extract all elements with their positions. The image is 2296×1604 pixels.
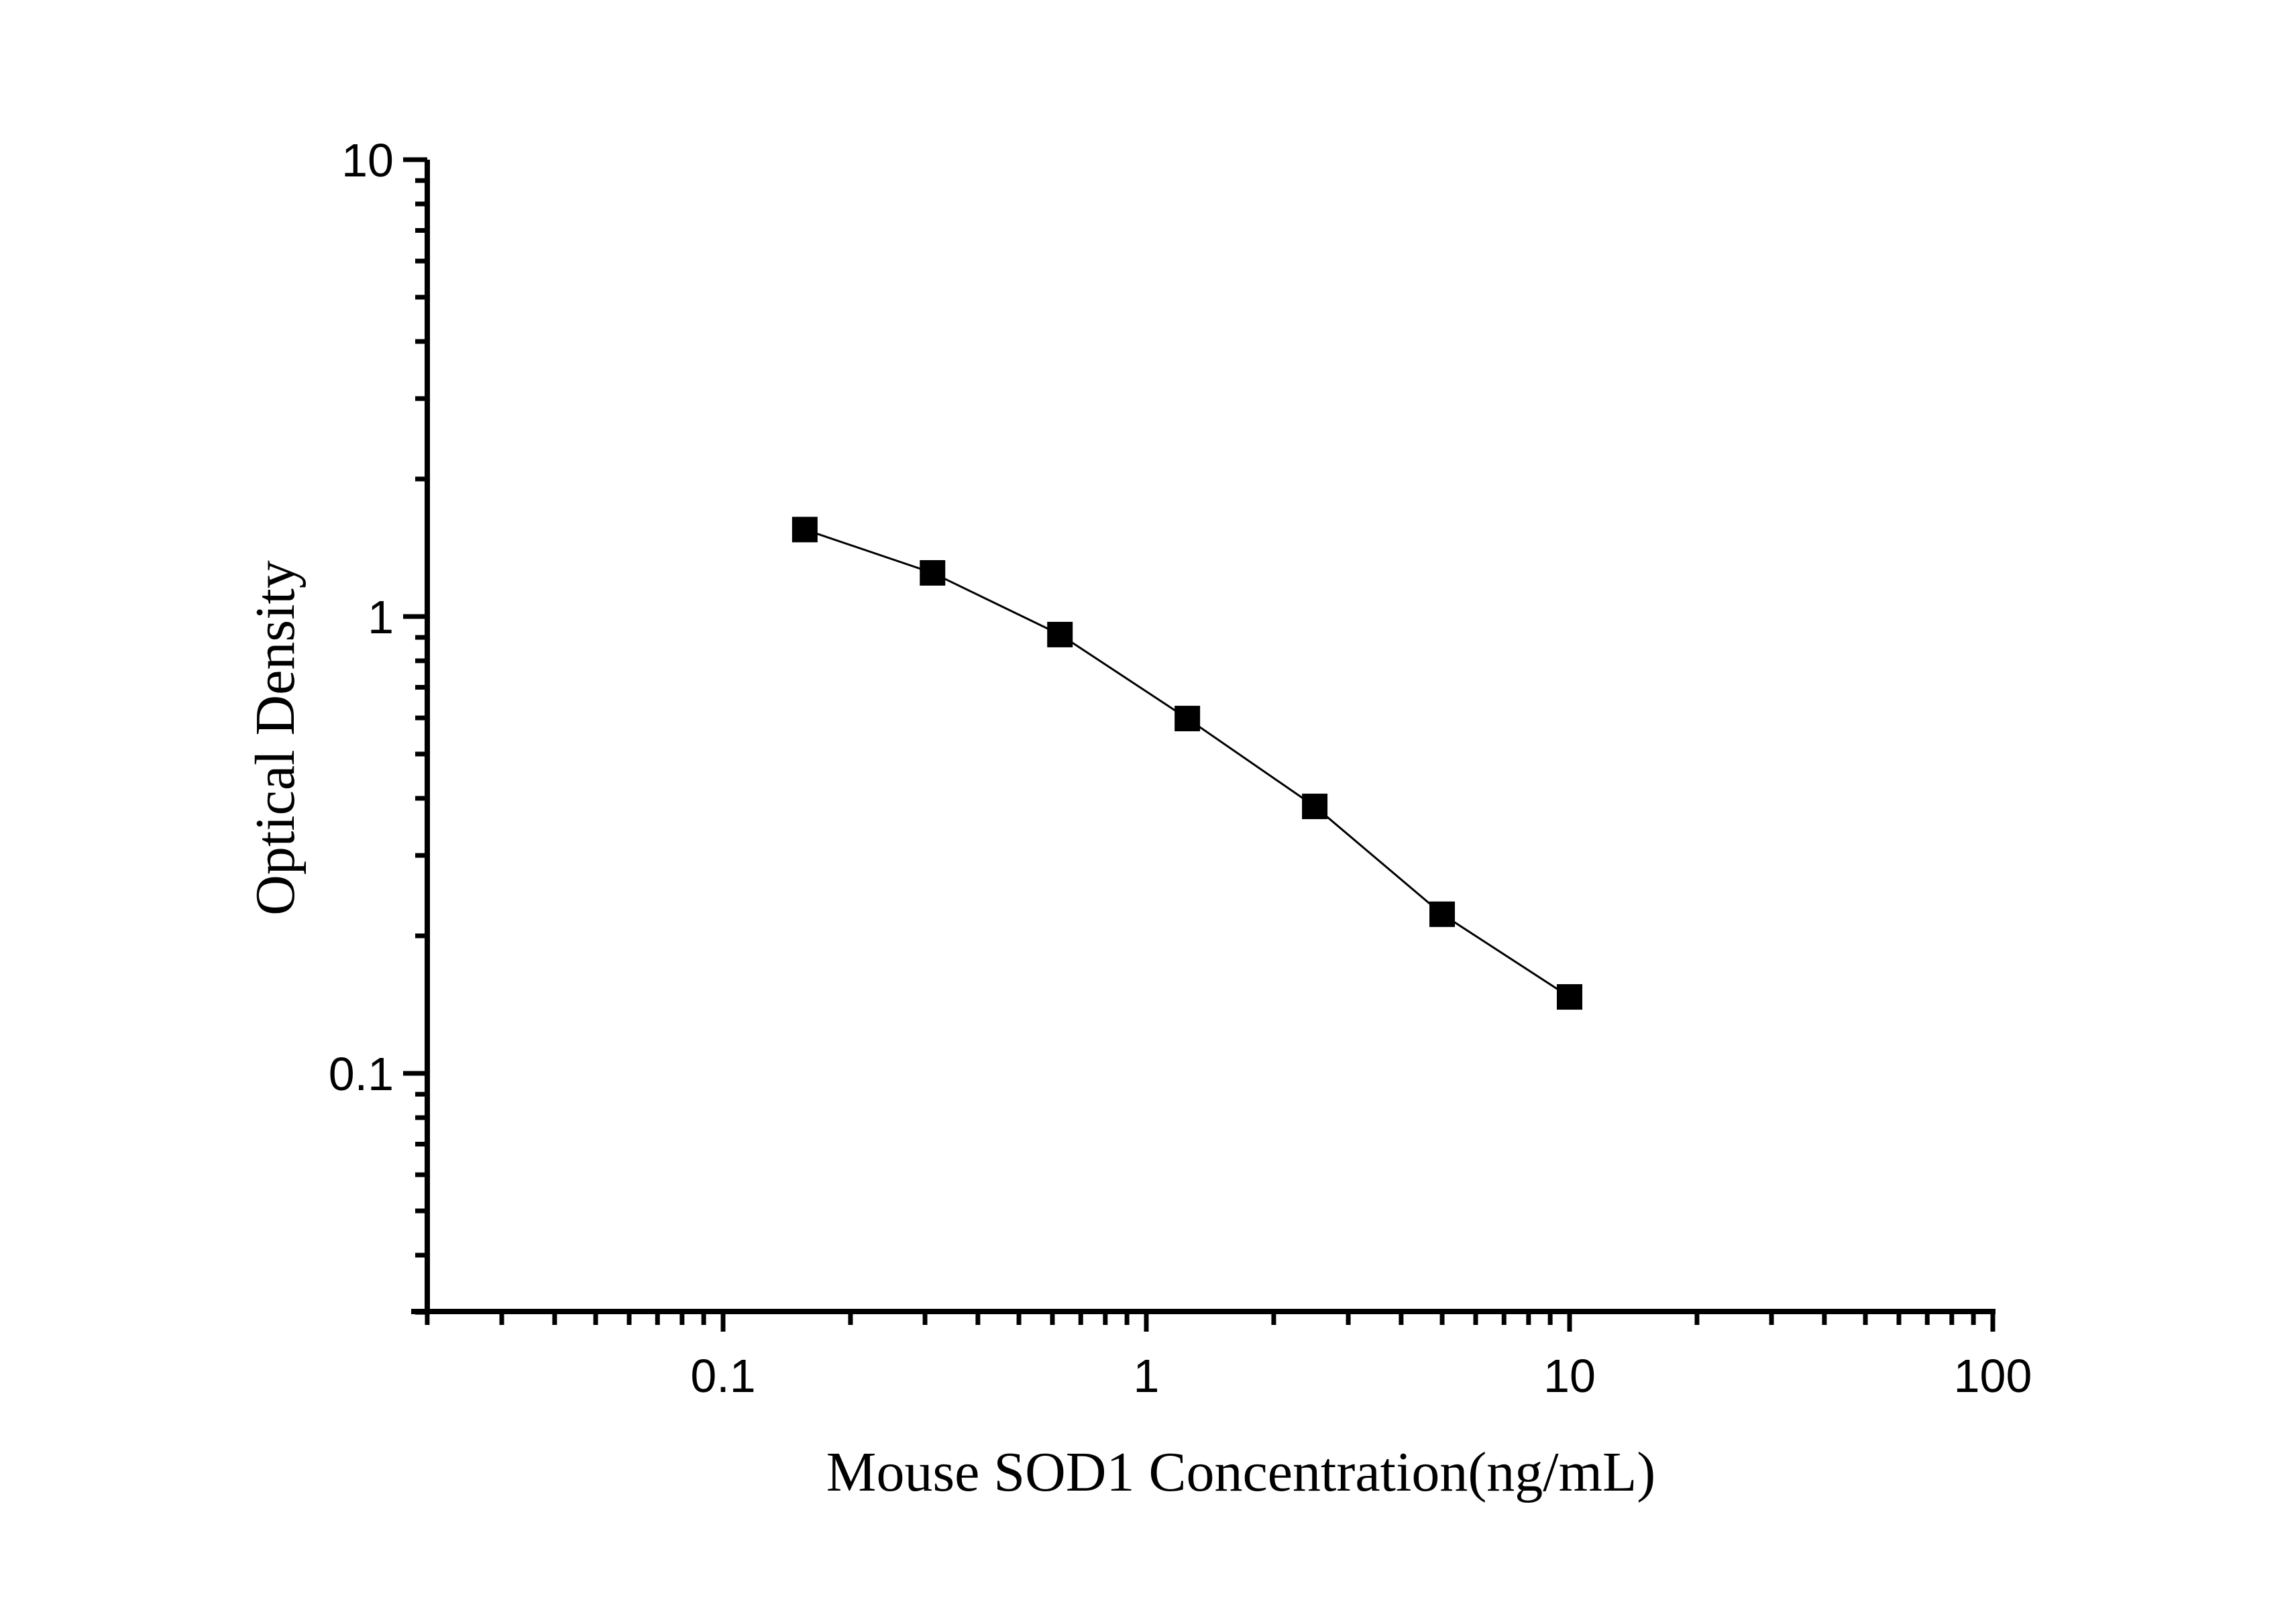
- x-tick-label: 0.1: [690, 1350, 755, 1402]
- y-tick-label: 0.1: [329, 1048, 394, 1100]
- x-tick-label: 100: [1954, 1350, 2032, 1402]
- data-point-square: [1429, 901, 1456, 927]
- series-markers: [791, 517, 1582, 1010]
- data-point-square: [1302, 794, 1328, 820]
- data-point-square: [920, 559, 946, 586]
- y-axis-title: Optical Density: [244, 560, 307, 916]
- axis-ticks: [403, 157, 1996, 1332]
- data-point-square: [791, 517, 818, 543]
- data-point-square: [1047, 621, 1073, 647]
- x-tick-label: 10: [1543, 1350, 1596, 1402]
- x-tick-label: 1: [1134, 1350, 1160, 1402]
- y-tick-label: 1: [368, 591, 394, 643]
- x-axis-title: Mouse SOD1 Concentration(ng/mL): [826, 1441, 1656, 1503]
- axes: [411, 160, 1996, 1314]
- y-tick-label: 10: [341, 134, 394, 186]
- tick-labels: 0.1 1 10 100 0.1 1 10: [329, 134, 2032, 1402]
- data-point-square: [1174, 706, 1201, 732]
- data-point-square: [1557, 984, 1582, 1010]
